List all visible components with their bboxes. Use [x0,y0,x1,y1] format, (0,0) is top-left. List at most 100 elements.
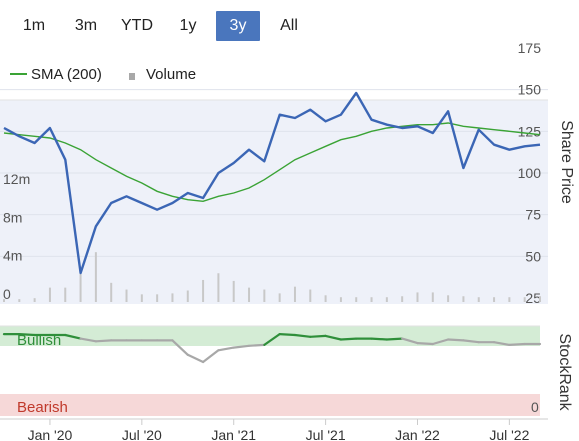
volume-bar [33,298,36,302]
volume-bar [355,297,358,302]
volume-bar [217,273,220,302]
stockrank-segment [278,333,297,337]
stockrank-segment [217,346,235,352]
volume-bar [508,297,511,302]
stockrank-segment [431,338,450,346]
volume-bar [324,295,327,302]
bearish-zone [0,394,540,416]
x-tick-label: Jul '21 [306,427,346,441]
volume-bar [401,296,404,302]
volume-bar [94,252,97,302]
stockrank-segment [416,342,434,346]
volume-bar [79,273,82,302]
volume-legend-swatch [129,73,135,80]
volume-bar [416,292,419,302]
range-button-ytd[interactable]: YTD [121,17,153,34]
stockrank-segment [64,333,82,340]
volume-bar [370,297,373,302]
volume-bar [3,299,5,302]
x-tick-label: Jul '20 [122,427,162,441]
stockrank-segment [462,339,480,344]
volume-bar [278,293,281,302]
volume-bar [171,293,174,302]
price-tick-label: 125 [518,123,542,139]
volume-bar [18,299,21,302]
stockrank-line [2,333,542,364]
stockrank-segment [339,337,358,341]
volume-bar [477,297,480,302]
bullish-label: Bullish [17,332,61,349]
volume-bar [339,297,342,302]
stockrank-segment [79,337,97,343]
price-tick-label: 75 [525,207,541,223]
volume-bar [248,287,251,302]
stockrank-segment [18,333,36,337]
volume-bar [186,290,189,302]
volume-bar [156,294,159,302]
range-button-1m[interactable]: 1m [22,17,46,34]
volume-bar [431,292,434,302]
stockrank-segment [492,341,511,346]
volume-bar [385,297,388,302]
volume-tick-label: 12m [3,171,30,187]
price-axis-ticks: 25 50 75 100 125 150 175 [518,40,542,306]
bearish-label: Bearish [17,399,68,416]
volume-bar [293,286,296,302]
sma-legend-label: SMA (200) [31,66,102,83]
stockrank-segment [385,337,404,341]
volume-legend-label: Volume [146,66,196,83]
stockrank-panel: Bullish Bearish 0 StockRank [0,325,573,416]
stockrank-segment [171,339,189,356]
stockrank-segment [247,343,266,347]
volume-bar [125,289,128,302]
volume-bar [232,280,235,302]
x-tick-label: Jan '22 [395,427,440,441]
stockrank-segment [370,337,388,341]
volume-bar [263,289,266,302]
range-button-3m[interactable]: 3m [74,17,98,34]
volume-bar [202,279,205,302]
bullish-zone [0,326,540,346]
stockrank-segment [401,337,419,345]
share-price-line [3,91,541,275]
stockrank-axis-label: StockRank [556,333,573,411]
range-button-3y[interactable]: 3y [216,11,260,41]
stockrank-segment [447,338,465,342]
x-tick-label: Jul '22 [489,427,529,441]
volume-bar [110,282,113,302]
stockrank-segment [263,333,281,346]
stockrank-segment [186,353,205,364]
x-tick-label: Jan '20 [28,427,73,441]
legend: SMA (200) Volume [10,66,196,83]
stockrank-segment [293,333,312,338]
share-price-axis-label: Share Price [558,120,575,204]
range-button-all[interactable]: All [280,17,298,34]
volume-bars [3,252,541,302]
volume-bar [48,287,51,302]
price-tick-label: 50 [525,248,541,264]
stockrank-zero-tick: 0 [531,399,539,415]
price-tick-label: 100 [518,165,542,181]
volume-tick-label: 4m [3,248,22,264]
stockrank-segment [94,339,113,343]
volume-bar [493,297,496,302]
price-tick-label: 175 [518,40,542,56]
volume-bar [309,289,312,302]
x-axis: Jan '20 Jul '20 Jan '21 Jul '21 Jan '22 Jul '… [0,418,548,441]
volume-tick-label: 0 [3,286,11,302]
stockrank-segment [232,344,251,349]
stockrank-segment [508,342,526,346]
volume-bar [447,295,450,302]
stockrank-segment [324,334,343,341]
volume-axis-ticks: 0 4m 8m 12m [3,171,30,302]
volume-tick-label: 8m [3,209,22,225]
price-tick-label: 150 [518,82,542,98]
range-button-1y[interactable]: 1y [179,17,197,34]
volume-bar [523,297,526,302]
stockrank-segment [309,334,327,338]
volume-bar [539,296,541,302]
volume-bar [462,296,465,302]
volume-bar [64,287,67,302]
